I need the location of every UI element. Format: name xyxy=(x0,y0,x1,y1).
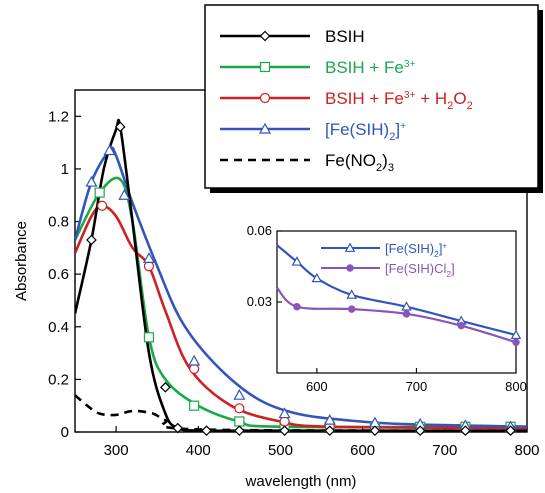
inset-chart: 600 700 800 0.03 0.06 [Fe(SIH)2]+ [Fe(SIH)Cl2… xyxy=(247,223,527,394)
inset-x-tick-label: 600 xyxy=(306,379,328,394)
legend-label-2: BSIH + Fe3+ + H2O2 xyxy=(325,89,473,112)
y-tick-label: 1.2 xyxy=(48,108,69,125)
series-3-marker xyxy=(103,144,116,156)
main-axes: 300 400 500 600 700 800 0 0.2 0.4 0.6 0.8 1 1.2 xyxy=(48,108,539,459)
x-tick-label: 300 xyxy=(104,442,129,459)
series-0-marker xyxy=(505,425,516,437)
legend-label-4: Fe(NO2)3 xyxy=(325,151,394,174)
series-3-marker xyxy=(85,175,98,187)
inset-series-0-marker xyxy=(510,329,522,340)
inset-series-1-marker xyxy=(347,305,356,313)
series-0-marker xyxy=(324,425,336,437)
x-tick-label: 400 xyxy=(186,442,211,459)
y-tick-label: 0 xyxy=(61,424,69,441)
inset-series-0-marker xyxy=(346,289,358,299)
series-1-marker xyxy=(234,416,245,427)
series-3-marker xyxy=(278,407,291,419)
series-1-marker xyxy=(189,400,200,411)
inset-legend-marker xyxy=(346,264,354,272)
series-0-marker xyxy=(201,425,212,437)
y-tick-label: 0.8 xyxy=(48,214,69,231)
series-3-marker xyxy=(323,413,336,425)
legend-marker-2 xyxy=(259,92,271,104)
x-tick-label: 500 xyxy=(268,442,293,459)
y-axis-label: Absorbance xyxy=(13,221,30,301)
series-0-marker xyxy=(460,425,471,437)
legend-label-0: BSIH xyxy=(325,27,365,46)
inset-series-1-marker xyxy=(293,303,301,311)
series-1-marker xyxy=(94,187,105,198)
series-0-marker xyxy=(234,425,245,437)
series-0-marker xyxy=(172,422,184,434)
inset-y-tick-label: 0.06 xyxy=(247,223,272,238)
x-tick-label: 600 xyxy=(350,442,375,459)
inset-series-0-marker xyxy=(401,301,412,311)
series-2-marker xyxy=(279,416,290,427)
series-0-marker xyxy=(86,234,97,246)
inset-series-1-marker xyxy=(457,321,465,330)
y-tick-label: 0.6 xyxy=(48,266,69,283)
inset-legend-marker xyxy=(344,242,356,252)
inset-legend-label-0: [Fe(SIH)2]+ xyxy=(385,241,447,259)
series-2-marker xyxy=(143,261,155,272)
y-tick-label: 1 xyxy=(61,161,69,178)
inset-legend: [Fe(SIH)2]+ [Fe(SIH)Cl2] xyxy=(321,241,455,279)
x-axis-label: wavelength (nm) xyxy=(245,473,357,490)
series-2-marker xyxy=(97,200,108,211)
legend-marker-0 xyxy=(259,30,271,42)
inset-axes: 600 700 800 0.03 0.06 xyxy=(247,223,527,394)
series-3-marker xyxy=(188,354,201,366)
x-tick-label: 800 xyxy=(514,442,539,459)
series-0-marker xyxy=(414,425,426,437)
legend-entries: BSIH BSIH + Fe3+ BSIH + Fe3+ + H2O2 [Fe(SIH… xyxy=(220,27,473,174)
inset-series-1-marker xyxy=(402,310,411,318)
inset-series-0-marker xyxy=(311,272,323,283)
inset-legend-label-1: [Fe(SIH)Cl2] xyxy=(385,261,455,279)
series-2-marker xyxy=(189,363,200,374)
series-3-marker xyxy=(233,388,246,400)
inset-series-group xyxy=(276,244,522,346)
main-series-group xyxy=(75,118,527,437)
series-0-marker xyxy=(279,425,290,437)
series-2-marker xyxy=(234,403,245,414)
legend-marker-1 xyxy=(259,61,271,73)
series-0-marker xyxy=(114,121,126,133)
series-0-marker xyxy=(160,381,171,393)
legend-label-1: BSIH + Fe3+ xyxy=(325,58,416,77)
y-tick-label: 0.4 xyxy=(48,319,69,336)
legend-marker-3 xyxy=(258,122,272,134)
x-tick-label: 700 xyxy=(432,442,457,459)
inset-series-0-marker xyxy=(291,256,303,266)
series-line-0 xyxy=(75,118,527,432)
inset-x-tick-label: 700 xyxy=(406,379,428,394)
series-0-marker xyxy=(369,425,381,437)
series-3-marker xyxy=(142,252,155,263)
series-1-marker xyxy=(143,332,155,343)
inset-series-1-marker xyxy=(512,338,520,346)
y-tick-label: 0.2 xyxy=(48,371,69,388)
inset-y-tick-label: 0.03 xyxy=(247,294,272,309)
legend-label-3: [Fe(SIH)2]+ xyxy=(325,120,406,143)
inset-background xyxy=(273,230,518,374)
legend: BSIH BSIH + Fe3+ BSIH + Fe3+ + H2O2 [Fe(SIH… xyxy=(204,4,543,193)
series-3-marker xyxy=(118,188,131,200)
inset-x-tick-label: 800 xyxy=(505,379,527,394)
